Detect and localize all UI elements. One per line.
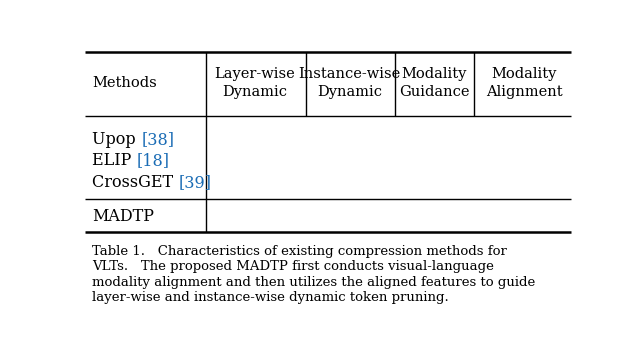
Text: Modality
Guidance: Modality Guidance xyxy=(399,67,469,99)
Text: ✓: ✓ xyxy=(431,152,436,170)
Text: ✗: ✗ xyxy=(252,173,257,192)
Text: Instance-wise
Dynamic: Instance-wise Dynamic xyxy=(299,67,401,99)
Text: Layer-wise
Dynamic: Layer-wise Dynamic xyxy=(214,67,295,99)
Text: ✗: ✗ xyxy=(522,173,527,192)
Text: [18]: [18] xyxy=(137,152,170,169)
Text: ✗: ✗ xyxy=(347,151,353,170)
Text: Table 1.   Characteristics of existing compression methods for: Table 1. Characteristics of existing com… xyxy=(92,245,508,258)
Text: ✓: ✓ xyxy=(431,173,436,192)
Text: ✗: ✗ xyxy=(522,151,527,170)
Text: ✗: ✗ xyxy=(347,173,353,192)
Text: ✗: ✗ xyxy=(522,130,527,149)
Text: ✓: ✓ xyxy=(252,131,257,149)
Text: ELIP: ELIP xyxy=(92,152,137,169)
Text: [39]: [39] xyxy=(179,174,212,191)
Text: MADTP: MADTP xyxy=(92,208,154,225)
Text: Upop: Upop xyxy=(92,131,141,148)
Text: Modality
Alignment: Modality Alignment xyxy=(486,67,562,99)
Text: ✓: ✓ xyxy=(431,207,436,225)
Text: Methods: Methods xyxy=(92,76,157,90)
Text: ✗: ✗ xyxy=(347,130,353,149)
Text: ✗: ✗ xyxy=(252,151,257,170)
Text: CrossGET: CrossGET xyxy=(92,174,179,191)
Text: [38]: [38] xyxy=(141,131,174,148)
Text: ✓: ✓ xyxy=(347,207,353,225)
Text: ✓: ✓ xyxy=(522,207,527,225)
Text: VLTs.   The proposed MADTP first conducts visual-language: VLTs. The proposed MADTP first conducts … xyxy=(92,260,494,273)
Text: ✗: ✗ xyxy=(431,130,436,149)
Text: ✓: ✓ xyxy=(252,207,257,225)
Text: modality alignment and then utilizes the aligned features to guide: modality alignment and then utilizes the… xyxy=(92,276,536,289)
Text: layer-wise and instance-wise dynamic token pruning.: layer-wise and instance-wise dynamic tok… xyxy=(92,291,449,304)
